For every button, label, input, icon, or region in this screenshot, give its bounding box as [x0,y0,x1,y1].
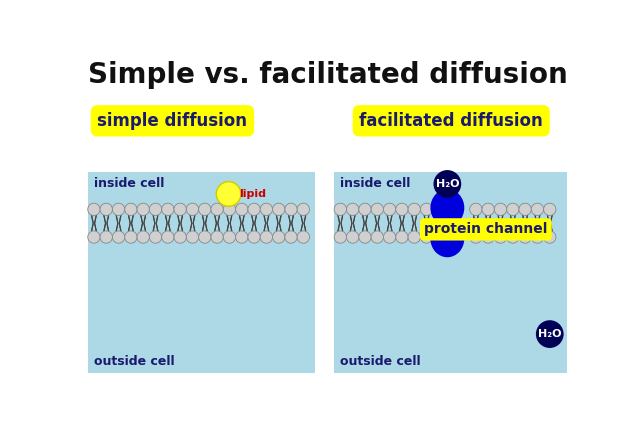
Circle shape [211,203,223,216]
Circle shape [248,203,260,216]
Circle shape [383,203,396,216]
Circle shape [408,231,420,243]
Circle shape [297,203,310,216]
Circle shape [519,231,531,243]
Circle shape [297,231,310,243]
Circle shape [543,231,556,243]
Text: H₂O: H₂O [436,179,459,189]
Circle shape [470,231,482,243]
Circle shape [285,203,297,216]
Circle shape [149,203,162,216]
Circle shape [507,231,519,243]
Circle shape [346,231,359,243]
Circle shape [482,231,494,243]
Text: facilitated diffusion: facilitated diffusion [359,112,543,130]
Circle shape [137,231,149,243]
Circle shape [198,203,211,216]
Bar [88,172,315,373]
Circle shape [273,203,285,216]
Circle shape [125,203,137,216]
Circle shape [470,203,482,216]
Text: outside cell: outside cell [340,355,421,368]
Circle shape [433,170,461,198]
Circle shape [88,231,100,243]
Circle shape [371,231,383,243]
Circle shape [536,320,564,348]
Circle shape [371,203,383,216]
Circle shape [285,231,297,243]
Bar [334,172,566,373]
Circle shape [543,203,556,216]
Circle shape [248,231,260,243]
Circle shape [211,231,223,243]
Circle shape [223,203,236,216]
Circle shape [396,231,408,243]
Text: Simple vs. facilitated diffusion: Simple vs. facilitated diffusion [88,61,568,88]
Circle shape [113,231,125,243]
Circle shape [507,203,519,216]
Circle shape [100,203,113,216]
Circle shape [260,203,273,216]
Text: H₂O: H₂O [538,329,561,339]
Circle shape [334,203,346,216]
Circle shape [408,203,420,216]
Circle shape [174,231,186,243]
Circle shape [273,231,285,243]
Circle shape [113,203,125,216]
Circle shape [88,203,100,216]
Circle shape [198,231,211,243]
Circle shape [149,231,162,243]
Text: inside cell: inside cell [94,177,164,190]
Circle shape [346,203,359,216]
Text: inside cell: inside cell [340,177,411,190]
Circle shape [162,203,174,216]
Text: protein channel: protein channel [424,222,548,236]
Circle shape [494,231,507,243]
Circle shape [482,203,494,216]
Text: lipid: lipid [239,189,266,199]
Circle shape [236,231,248,243]
Circle shape [125,231,137,243]
Ellipse shape [431,189,464,226]
Text: outside cell: outside cell [94,355,175,368]
Ellipse shape [431,220,464,257]
Circle shape [396,203,408,216]
Circle shape [260,231,273,243]
Circle shape [186,203,198,216]
Circle shape [216,182,241,206]
Circle shape [334,231,346,243]
Circle shape [494,203,507,216]
Circle shape [420,203,433,216]
Circle shape [236,203,248,216]
Circle shape [186,231,198,243]
Bar [436,216,458,231]
Circle shape [519,203,531,216]
Text: simple diffusion: simple diffusion [97,112,248,130]
Circle shape [100,231,113,243]
Circle shape [383,231,396,243]
Circle shape [531,231,543,243]
Circle shape [162,231,174,243]
Circle shape [223,231,236,243]
Circle shape [531,203,543,216]
Circle shape [137,203,149,216]
Circle shape [420,231,433,243]
Circle shape [174,203,186,216]
Circle shape [359,231,371,243]
Circle shape [359,203,371,216]
